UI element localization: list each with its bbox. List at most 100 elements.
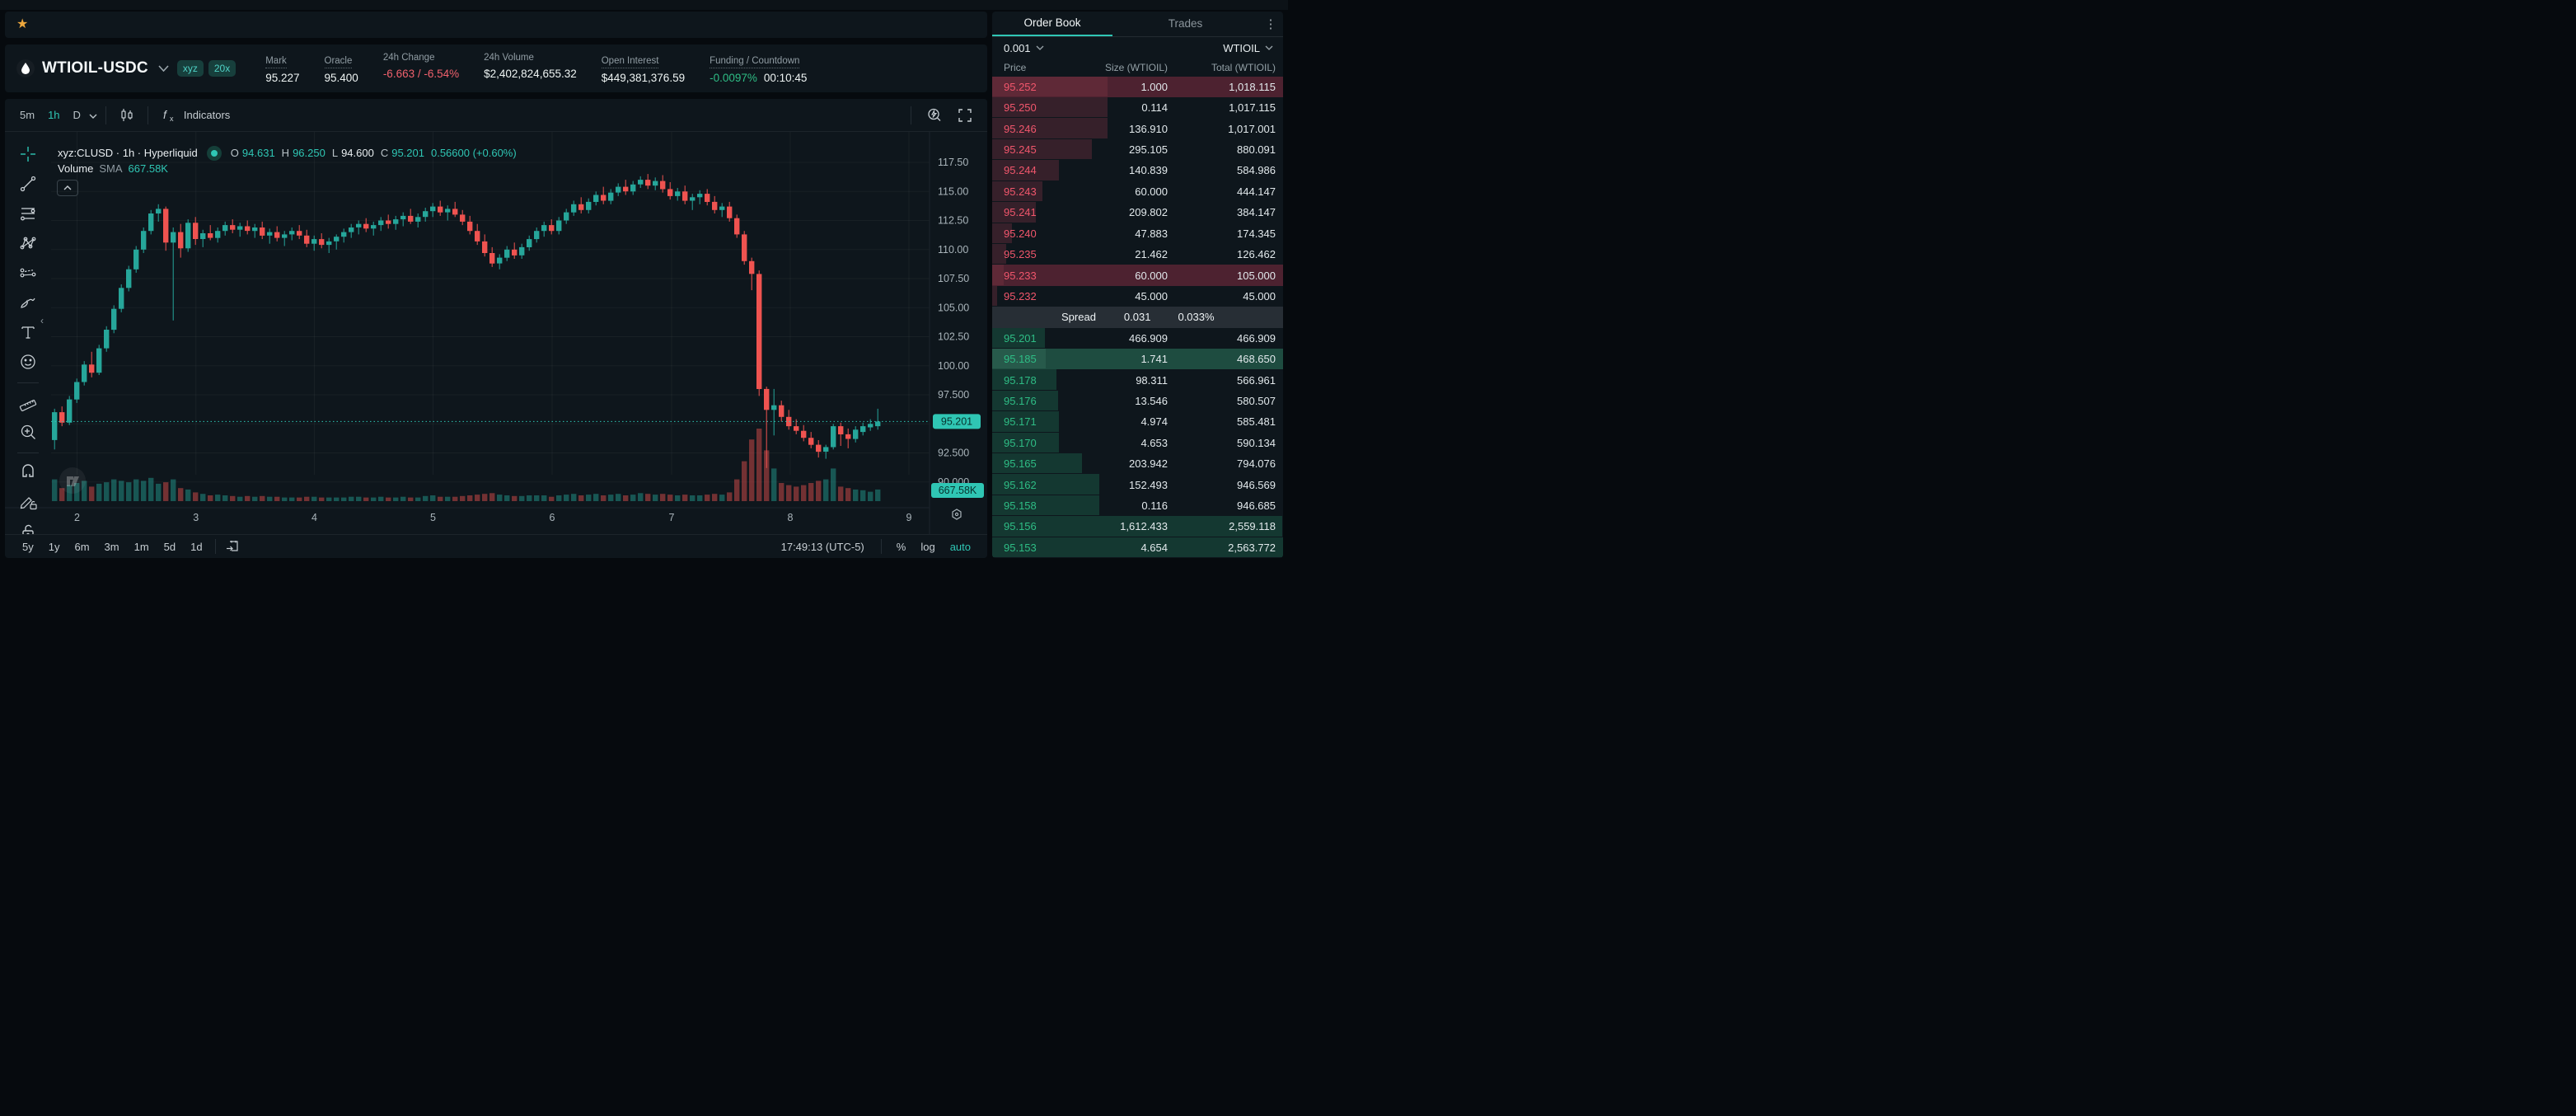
depth-bar (992, 411, 1059, 432)
price-cell: 95.176 (1004, 394, 1037, 407)
chart-bottom-toolbar: 5y 1y 6m 3m 1m 5d 1d 17:49:13 (UTC-5) % log auto (5, 534, 987, 558)
legend-volume-label[interactable]: Volume (58, 162, 94, 175)
ask-row[interactable]: 95.252 1.000 1,018.115 (992, 76, 1283, 98)
kebab-menu-icon[interactable]: ⋮ (1264, 16, 1277, 31)
xabcd-tool-icon[interactable] (14, 229, 42, 257)
pencil-lock-tool-icon[interactable] (14, 488, 42, 516)
depth-bar (992, 265, 1005, 285)
ask-row[interactable]: 95.233 60.000 105.000 (992, 265, 1283, 286)
go-to-date-button[interactable] (221, 538, 245, 555)
depth-bar (992, 118, 1108, 138)
timeframe-5m[interactable]: 5m (20, 109, 35, 121)
bid-row[interactable]: 95.156 1,612.433 2,559.118 (992, 516, 1283, 537)
dex-badge[interactable]: xyz (176, 60, 204, 77)
order-book-controls: 0.001 WTIOIL (992, 37, 1283, 60)
depth-bar (992, 348, 1046, 369)
timeframe-1h[interactable]: 1h (48, 109, 60, 121)
scale-log[interactable]: log (920, 540, 935, 553)
candlestick-chart[interactable]: 117.50 115.00 112.50 110.00 107.50 105.00 102.… (5, 132, 987, 534)
svg-text:107.50: 107.50 (938, 273, 969, 284)
total-cell: 946.685 (1237, 499, 1276, 512)
stat-mark: Mark 95.227 (265, 56, 300, 84)
brush-tool-icon[interactable] (14, 288, 42, 317)
scale-auto[interactable]: auto (949, 540, 971, 553)
pair-chevron-down-icon[interactable] (158, 61, 169, 76)
stat-open-interest: Open Interest $449,381,376.59 (601, 56, 686, 84)
size-cell: 136.910 (1129, 122, 1168, 135)
unit-select[interactable]: WTIOIL (1223, 42, 1273, 54)
timeframe-D[interactable]: D (73, 109, 81, 121)
chevron-down-icon (1036, 45, 1044, 51)
total-cell: 384.147 (1237, 206, 1276, 219)
calendar-goto-icon (226, 541, 238, 551)
price-cell: 95.233 (1004, 269, 1037, 282)
bid-row[interactable]: 95.178 98.311 566.961 (992, 369, 1283, 390)
bid-row[interactable]: 95.176 13.546 580.507 (992, 390, 1283, 411)
svg-text:95.201: 95.201 (941, 416, 972, 428)
ruler-tool-icon[interactable] (14, 388, 42, 416)
range-3m[interactable]: 3m (104, 540, 119, 553)
clock-timezone[interactable]: 17:49:13 (UTC-5) (780, 540, 864, 553)
trendline-tool-icon[interactable] (14, 170, 42, 198)
quick-search-button[interactable] (918, 104, 951, 127)
toolbar-divider (214, 539, 216, 554)
candle-style-button[interactable] (113, 105, 141, 126)
forecast-tool-icon[interactable] (14, 259, 42, 287)
svg-text:f: f (163, 108, 168, 121)
range-5d[interactable]: 5d (163, 540, 176, 553)
market-status-dot (210, 149, 218, 157)
ask-row[interactable]: 95.232 45.000 45.000 (992, 285, 1283, 307)
bid-row[interactable]: 95.185 1.741 468.650 (992, 348, 1283, 370)
fx-icon: f x (163, 108, 174, 123)
range-1m[interactable]: 1m (133, 540, 149, 553)
pair-title[interactable]: WTIOIL-USDC (42, 59, 148, 77)
chevron-down-icon (1265, 45, 1273, 51)
ask-row[interactable]: 95.241 209.802 384.147 (992, 202, 1283, 223)
tab-trades[interactable]: Trades (1168, 17, 1203, 30)
timeframe-chevron-down-icon[interactable] (87, 106, 99, 124)
ask-row[interactable]: 95.245 295.105 880.091 (992, 138, 1283, 160)
bid-row[interactable]: 95.165 203.942 794.076 (992, 452, 1283, 474)
bid-row[interactable]: 95.170 4.653 590.134 (992, 432, 1283, 453)
bid-row[interactable]: 95.201 466.909 466.909 (992, 327, 1283, 349)
bid-row[interactable]: 95.162 152.493 946.569 (992, 474, 1283, 495)
bid-row[interactable]: 95.171 4.974 585.481 (992, 411, 1283, 432)
magnet-tool-icon[interactable] (14, 458, 42, 486)
sidebar-collapse-handle[interactable]: ‹ (40, 315, 44, 326)
indicators-button[interactable]: f x Indicators (162, 107, 231, 123)
crosshair-tool-icon[interactable] (14, 140, 42, 168)
size-cell: 21.462 (1135, 248, 1168, 261)
text-tool-icon[interactable] (14, 318, 42, 346)
fib-tool-icon[interactable] (14, 199, 42, 227)
total-cell: 880.091 (1237, 143, 1276, 157)
svg-text:100.00: 100.00 (938, 360, 969, 372)
ask-row[interactable]: 95.246 136.910 1,017.001 (992, 118, 1283, 138)
ask-row[interactable]: 95.244 140.839 584.986 (992, 160, 1283, 181)
ask-row[interactable]: 95.243 60.000 444.147 (992, 181, 1283, 202)
range-6m[interactable]: 6m (74, 540, 90, 553)
fullscreen-button[interactable] (951, 105, 979, 126)
emoji-tool-icon[interactable] (14, 348, 42, 376)
bid-row[interactable]: 95.153 4.654 2,563.772 (992, 537, 1283, 558)
tab-order-book[interactable]: Order Book (992, 12, 1112, 36)
ask-row[interactable]: 95.250 0.114 1,017.115 (992, 97, 1283, 118)
svg-text:105.00: 105.00 (938, 302, 969, 313)
zoom-tool-icon[interactable] (14, 418, 42, 446)
size-cell: 60.000 (1135, 269, 1168, 282)
bid-row[interactable]: 95.158 0.116 946.685 (992, 495, 1283, 516)
legend-collapse-button[interactable] (57, 180, 78, 196)
range-1y[interactable]: 1y (48, 540, 60, 553)
scale-%[interactable]: % (896, 540, 906, 553)
svg-text:8: 8 (788, 512, 794, 523)
legend-ohlc: O 94.631 H 96.250 L 94.600 C 95.201 0.56600 (+0.… (230, 147, 517, 159)
legend-symbol[interactable]: xyz:CLUSD · 1h · Hyperliquid (58, 147, 198, 159)
ask-row[interactable]: 95.240 47.883 174.345 (992, 223, 1283, 244)
order-book-panel: Order Book Trades ⋮ 0.001 WTIOIL Price S… (992, 12, 1283, 558)
leverage-badge[interactable]: 20x (208, 60, 237, 77)
range-1d[interactable]: 1d (190, 540, 203, 553)
total-cell: 126.462 (1237, 248, 1276, 261)
tick-size-select[interactable]: 0.001 (1004, 42, 1044, 54)
range-5y[interactable]: 5y (22, 540, 34, 553)
favorite-star-icon[interactable]: ★ (16, 17, 29, 31)
ask-row[interactable]: 95.235 21.462 126.462 (992, 243, 1283, 265)
